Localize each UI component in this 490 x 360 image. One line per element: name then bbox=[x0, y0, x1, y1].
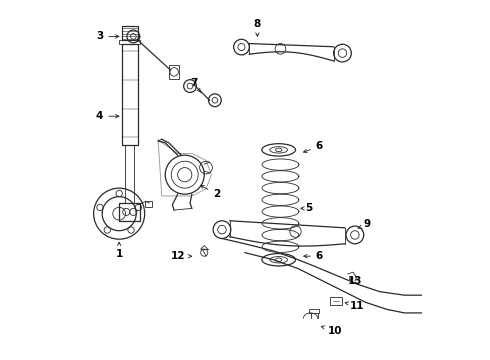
Text: 7: 7 bbox=[190, 77, 201, 93]
Text: 12: 12 bbox=[171, 251, 192, 261]
Text: 3: 3 bbox=[96, 31, 119, 41]
Text: 6: 6 bbox=[303, 141, 323, 153]
Text: 8: 8 bbox=[254, 19, 261, 36]
Text: 2: 2 bbox=[200, 185, 220, 199]
Text: 4: 4 bbox=[96, 111, 119, 121]
Text: 6: 6 bbox=[304, 251, 323, 261]
Text: 11: 11 bbox=[345, 301, 364, 311]
Text: 13: 13 bbox=[347, 276, 362, 286]
Text: 9: 9 bbox=[358, 219, 371, 229]
Text: 5: 5 bbox=[301, 203, 313, 213]
Text: 1: 1 bbox=[116, 242, 123, 260]
Text: 10: 10 bbox=[321, 326, 343, 336]
